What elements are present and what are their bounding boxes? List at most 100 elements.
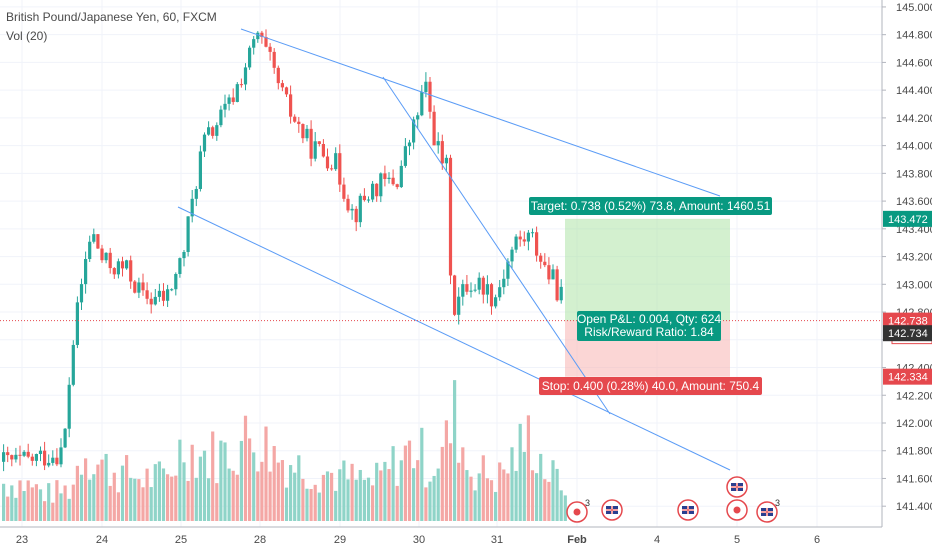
candle-body [485,284,489,295]
candle-body [301,124,305,139]
volume-bar [412,468,416,521]
price-tick-label: 142.200 [896,390,932,402]
volume-bar [268,471,272,521]
event-flag-uk-2[interactable] [677,499,699,521]
time-tick-label: 28 [254,534,266,546]
candle-body [403,146,407,166]
volume-bar [84,458,88,521]
candle-body [457,296,461,315]
volume-bar [190,444,194,521]
volume-bar [194,477,198,521]
trendline-2 [177,206,731,471]
candle-body [407,142,412,147]
event-flag-uk-4[interactable]: 3 [756,498,780,523]
volume-bar [321,474,325,521]
candle-body [330,168,334,170]
candle-body [362,195,366,201]
volume-bar [92,474,96,521]
volume-bar [301,478,305,521]
volume-bar [141,487,145,521]
candle-body [543,261,547,266]
trendlines[interactable] [177,28,731,471]
volume-bar [371,485,375,521]
volume-bar [432,475,436,521]
time-tick-label: 5 [734,534,740,546]
candle-body [202,134,207,152]
stop-label[interactable]: Stop: 0.400 (0.28%) 40.0, Amount: 750.4 [539,377,762,395]
volume-bar [75,465,79,521]
volume-bar [461,447,465,521]
candle-body [252,39,256,48]
candle-body [264,37,268,47]
candle-body [133,281,137,293]
volume-bar [489,480,494,521]
svg-text:143.472: 143.472 [888,214,928,226]
candle-body [161,290,166,301]
candle-body [153,296,157,305]
candle-body [383,173,387,180]
svg-text:Stop: 0.400 (0.28%) 40.0, Amou: Stop: 0.400 (0.28%) 40.0, Amount: 750.4 [542,379,760,393]
volume-bar [448,443,453,521]
volume-bar [79,474,84,521]
symbol-title[interactable]: British Pound/Japanese Yen, 60, FXCM [6,10,217,24]
price-axis[interactable]: 145.000 144.800 144.600 144.400 144.200 144.0… [881,0,932,550]
event-flag-jp-2[interactable] [726,499,748,521]
candle-body [186,216,190,252]
volume-bar [309,489,313,521]
price-tick-label: 141.400 [896,501,932,513]
candle-body [395,184,399,188]
volume-bar [198,456,202,521]
volume-bar [252,452,256,521]
candle-body [18,454,22,456]
trendline-1 [240,28,721,197]
event-flag-jp[interactable]: 3 [566,498,590,523]
volume-bar [526,415,530,521]
price-tick-label: 145.000 [896,2,932,14]
volume-bar [522,451,526,521]
volume-bar [227,468,231,521]
candle-series [2,29,563,472]
volume-bar [149,487,153,521]
volume-bar [395,485,399,521]
volume-bar [120,465,125,521]
candle-body [227,97,231,104]
volume-bar [469,476,473,521]
volume-bar [362,479,366,521]
time-tick-label: 25 [175,534,187,546]
volume-bar [289,465,293,521]
volume-bar [239,440,243,521]
volume-bar [264,426,268,521]
volume-bar [387,469,391,521]
volume-bar [231,470,235,521]
volume-bar [297,455,301,521]
candle-body [555,269,559,301]
event-flag-uk[interactable] [601,499,623,521]
candle-body [59,447,63,465]
candle-body [280,83,284,88]
candle-body [88,241,92,259]
time-tick-label: 4 [654,534,660,546]
volume-bar [51,502,55,521]
candle-body [453,275,457,315]
event-flag-uk-3[interactable] [726,476,748,498]
time-axis[interactable]: 23 24 25 28 29 30 31 Feb 4 5 6 [0,526,932,550]
candle-body [284,87,289,95]
candle-body [510,249,514,262]
target-label[interactable]: Target: 0.738 (0.52%) 73.8, Amount: 1460… [529,197,772,215]
candle-body [526,232,530,242]
price-tick-label: 144.200 [896,113,932,125]
volume-bar [100,459,104,521]
candle-body [157,290,161,297]
volume-bar [391,446,395,521]
volume-indicator-label[interactable]: Vol (20) [6,29,48,43]
volume-bar [444,420,448,521]
volume-bar [506,473,510,521]
profit-zone[interactable] [565,218,730,321]
candle-body [350,208,354,211]
volume-bar [457,462,461,521]
candle-body [231,97,235,102]
volume-bar [551,460,555,521]
